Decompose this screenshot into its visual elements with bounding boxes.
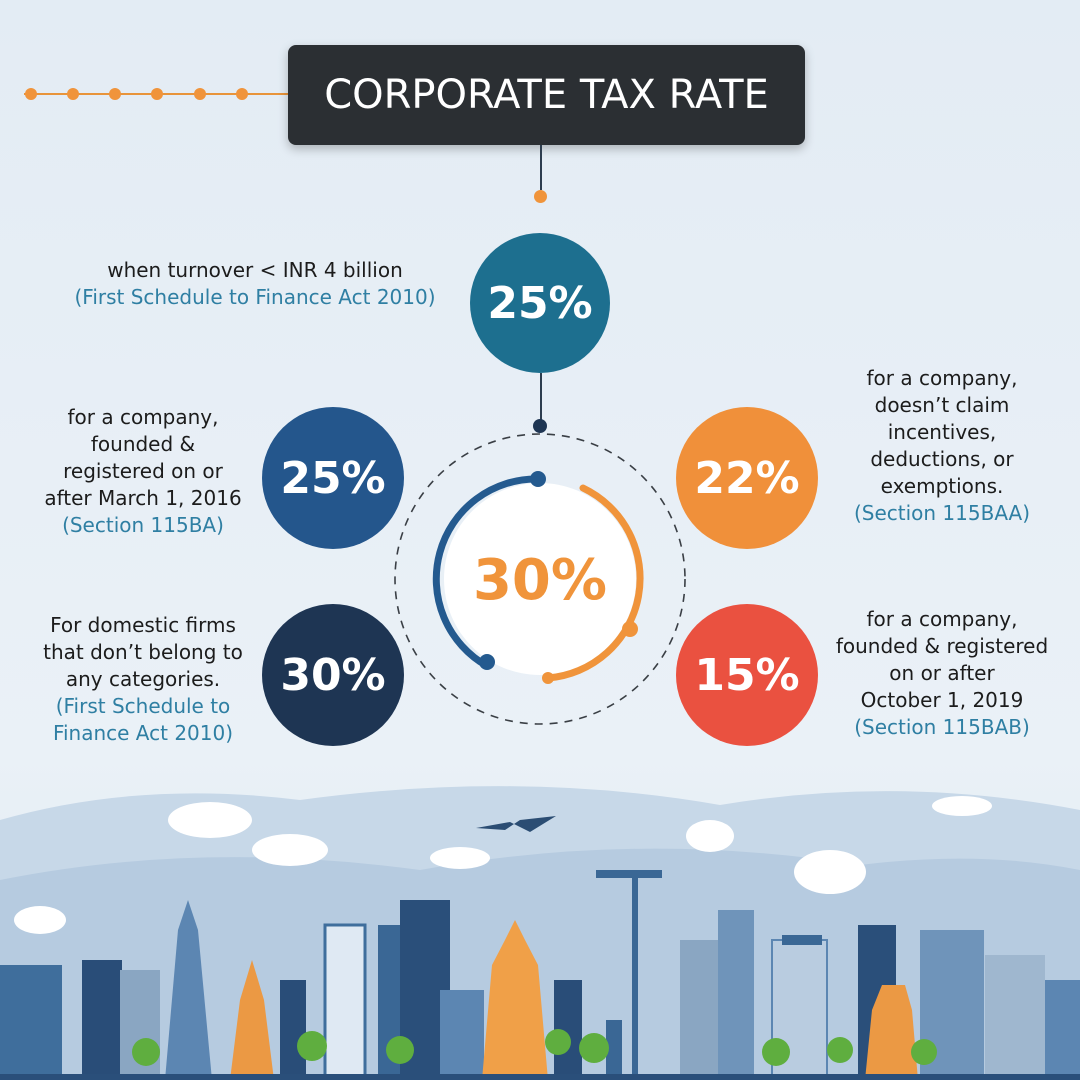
city-skyline-illustration [0,786,1080,1080]
description-line: for a company, [866,366,1018,390]
center-disc [444,483,636,675]
page-title: CORPORATE TAX RATE [324,72,769,118]
description-right-upper: for a company, doesn’t claim incentives,… [822,365,1062,527]
arc-handle-dot [530,471,546,487]
connector-dot [109,88,121,100]
connector-dot [25,88,37,100]
description-line: for a company, [67,405,219,429]
connector-dot [151,88,163,100]
rate-circle-top: 25% [470,233,610,373]
rate-circle-left-upper: 25% [262,407,404,549]
rate-value: 25% [487,277,593,329]
trees [132,1029,937,1066]
rate-value: 25% [280,452,386,504]
description-line: after March 1, 2016 [44,486,242,510]
description-line: registered on or [63,459,223,483]
connector-dot [67,88,79,100]
description-line: when turnover < INR 4 billion [107,258,403,282]
legal-reference: (First Schedule to Finance Act 2010) [74,285,436,309]
legal-reference: (Section 115BAB) [854,715,1030,739]
description-line: for a company, [866,607,1018,631]
arc-handle-dot [542,672,554,684]
center-ring-graphic [394,433,686,725]
rate-circle-right-upper: 22% [676,407,818,549]
description-line: deductions, or [870,447,1014,471]
legal-reference: Finance Act 2010) [52,721,234,745]
description-line: doesn’t claim [874,393,1010,417]
connector-dot [533,419,547,433]
buildings [0,870,1080,1080]
center-rate-value: 30% [472,547,608,613]
description-left-upper: for a company, founded & registered on o… [20,404,266,539]
description-top: when turnover < INR 4 billion (First Sch… [40,257,470,311]
ground-line [0,1074,1080,1080]
connector-dot [194,88,206,100]
title-stem-line [540,145,542,190]
title-banner: CORPORATE TAX RATE [288,45,805,145]
legal-reference: (First Schedule to [55,694,231,718]
description-line: founded & registered [835,634,1049,658]
connector-line [540,373,542,423]
rate-value: 15% [694,649,800,701]
description-line: October 1, 2019 [860,688,1024,712]
center-rate: 30% [440,530,640,630]
rate-circle-left-lower: 30% [262,604,404,746]
description-line: For domestic firms [50,613,236,637]
description-line: exemptions. [880,474,1004,498]
dashed-orbit [394,433,686,725]
blue-arc [432,475,542,670]
legal-reference: (Section 115BA) [62,513,224,537]
description-line: that don’t belong to [43,640,243,664]
title-stem-dot [534,190,547,203]
rate-circle-right-lower: 15% [676,604,818,746]
clouds [14,796,992,934]
bird-icon [476,816,556,832]
description-line: founded & [90,432,196,456]
description-line: on or after [889,661,995,685]
orange-arc [544,484,644,682]
description-line: any categories. [65,667,221,691]
arc-handle-dot [622,621,638,637]
arc-handle-dot [479,654,495,670]
rate-value: 22% [694,452,800,504]
connector-dot [236,88,248,100]
description-right-lower: for a company, founded & registered on o… [822,606,1062,741]
rate-value: 30% [280,649,386,701]
description-line: incentives, [887,420,997,444]
description-left-lower: For domestic firms that don’t belong to … [20,612,266,747]
legal-reference: (Section 115BAA) [853,501,1031,525]
